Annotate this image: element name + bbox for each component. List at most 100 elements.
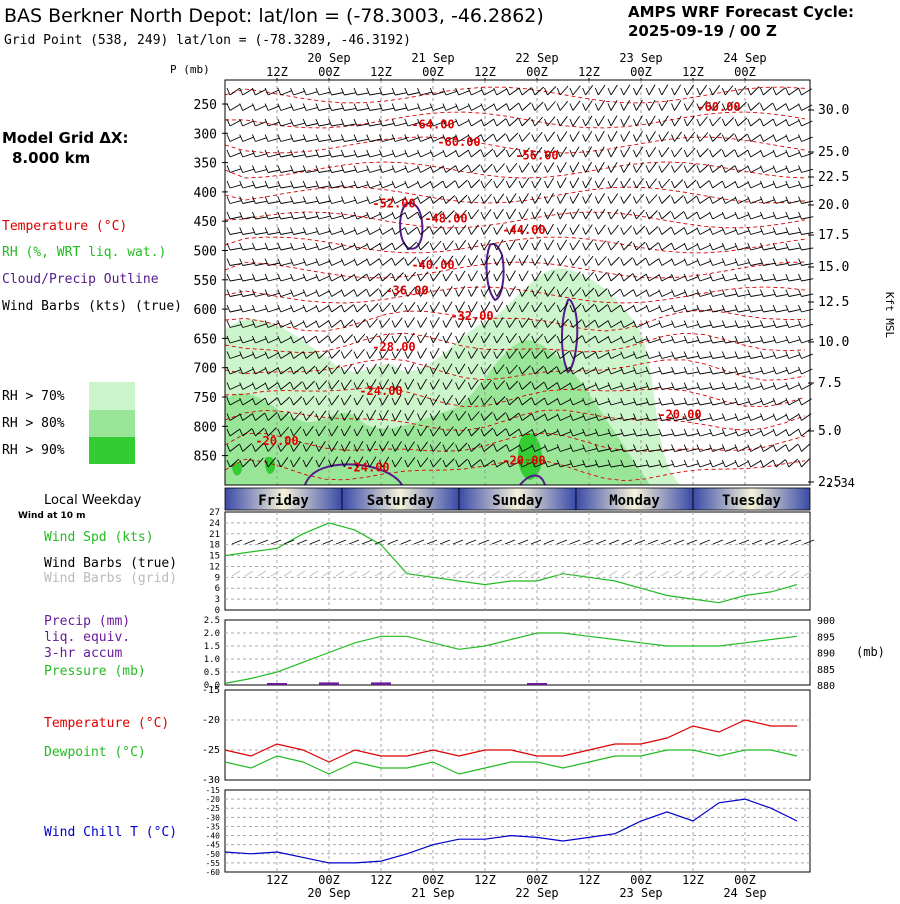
- wind-barb: [686, 227, 698, 235]
- wind-barb-flag: [366, 428, 371, 437]
- wind-barb-flag: [798, 351, 802, 359]
- wind-barb: [432, 410, 441, 421]
- wind-barb: [318, 425, 326, 437]
- wind-barb: [407, 394, 415, 406]
- wind-barb-grid: [712, 570, 722, 577]
- wind-barb-true: [426, 539, 438, 545]
- wind-barb: [534, 254, 542, 266]
- wind-barb-flag: [251, 289, 256, 297]
- wind-barb: [674, 147, 683, 158]
- wind-barb: [661, 291, 673, 297]
- wind-barb-flag: [785, 258, 790, 266]
- wind-barb-flag: [544, 258, 548, 266]
- wind-barb-flag: [366, 211, 371, 220]
- wind-barb: [750, 309, 763, 313]
- wind-barb: [306, 261, 318, 266]
- wind-barb-flag: [226, 87, 231, 96]
- wind-barb: [763, 102, 774, 111]
- wind-barb: [788, 262, 801, 266]
- wind-barb: [356, 199, 369, 204]
- wind-barb: [610, 115, 618, 127]
- wind-barb-flag: [277, 118, 282, 127]
- wind-barb-flag: [442, 165, 447, 173]
- wind-barb: [483, 348, 492, 359]
- wind-barb-flag: [759, 366, 764, 375]
- wind-barb-flag: [251, 211, 256, 220]
- wind-barb-true: [465, 539, 477, 545]
- wind-barb: [306, 169, 319, 173]
- wind-barb: [585, 85, 594, 96]
- wind-barb: [788, 413, 800, 421]
- pressure-tick-label: 500: [194, 245, 217, 260]
- wind-barb-flag: [632, 242, 637, 251]
- wind-barb-true: [686, 539, 698, 545]
- wind-barb: [648, 99, 656, 111]
- wind-barb: [394, 425, 402, 437]
- wind-barb-flag: [264, 413, 269, 421]
- wind-barb: [534, 192, 542, 204]
- wind-barb-flag: [696, 258, 701, 266]
- wind-barb: [737, 355, 750, 359]
- wind-barb: [788, 384, 800, 390]
- wind-barb-flag: [239, 320, 244, 328]
- wind-barb-flag: [607, 227, 612, 235]
- wind-barb: [229, 152, 242, 158]
- wind-barb: [674, 179, 684, 189]
- wind-barb: [559, 286, 569, 297]
- gridpoint-label: Grid Point (538, 249) lat/lon = (-78.328…: [4, 33, 411, 48]
- wind-barb: [636, 178, 644, 189]
- wind-barb-flag: [798, 118, 802, 127]
- wind-barb: [432, 332, 440, 344]
- wind-barb-flag: [594, 444, 599, 452]
- wind-barb-flag: [569, 258, 574, 266]
- wind-barb: [750, 385, 763, 390]
- wind-barb-flag: [607, 366, 612, 375]
- wind-barb: [420, 363, 427, 375]
- wind-barb-flag: [772, 304, 777, 313]
- wind-barb-flag: [290, 320, 294, 328]
- wind-barb-flag: [404, 165, 409, 173]
- wind-barb-flag: [467, 397, 472, 406]
- wind-barb: [382, 123, 395, 127]
- wind-barb-flag: [378, 351, 383, 359]
- wind-barb: [280, 231, 293, 235]
- wind-barb-flag: [505, 227, 510, 235]
- wind-barb: [572, 224, 580, 235]
- wind-barb: [737, 370, 750, 375]
- wind-barb: [724, 133, 735, 142]
- wind-barb: [496, 254, 504, 266]
- pressure-tick-label: 300: [194, 127, 217, 142]
- wind-barb: [572, 383, 584, 390]
- wind-barb: [445, 301, 453, 313]
- wind-barb: [293, 306, 305, 313]
- wind-barb: [445, 90, 458, 96]
- wind-barb: [649, 417, 661, 421]
- wind-barb-flag: [518, 382, 523, 390]
- wind-barb-flag: [251, 428, 256, 437]
- wind-barb: [229, 443, 240, 452]
- wind-barb: [750, 278, 763, 282]
- wind-barb: [356, 184, 369, 189]
- wind-barb-flag: [721, 165, 726, 173]
- wind-barb-flag: [264, 196, 269, 204]
- y2-tick-label: 890: [817, 649, 835, 660]
- wind-barb-flag: [759, 335, 764, 344]
- wind-barb-flag: [315, 211, 320, 220]
- wind-barb-flag: [251, 134, 256, 142]
- wind-barb: [470, 270, 478, 282]
- legend-rh80-label: RH > 80%: [2, 416, 65, 431]
- temperature-contour: [224, 86, 806, 104]
- wind-barb-flag: [671, 87, 675, 96]
- wind-barb: [687, 324, 699, 328]
- wind-barb-flag: [556, 149, 561, 158]
- wind-barb: [547, 162, 555, 173]
- wind-barb: [305, 426, 314, 437]
- wind-barb: [788, 293, 801, 297]
- top-hour-label: 12Z: [370, 65, 392, 79]
- wind-barb-flag: [518, 428, 523, 437]
- y-tick-label: 12: [209, 562, 220, 572]
- wind-barb: [432, 195, 443, 204]
- wind-barb: [344, 138, 357, 142]
